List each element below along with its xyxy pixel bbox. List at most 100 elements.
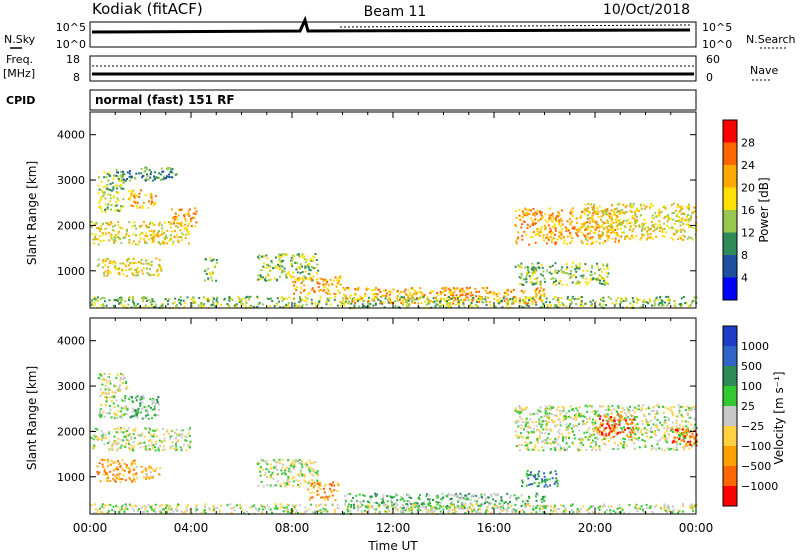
data-cell <box>266 476 268 478</box>
data-cell <box>300 272 302 274</box>
data-cell <box>421 293 423 295</box>
data-cell <box>153 436 155 438</box>
data-cell <box>125 443 127 445</box>
data-cell <box>655 425 657 427</box>
data-cell <box>185 220 187 222</box>
data-cell <box>604 436 606 438</box>
data-cell <box>210 277 212 279</box>
data-cell <box>115 269 117 271</box>
data-cell <box>406 503 408 505</box>
data-cell <box>567 236 569 238</box>
data-cell <box>606 416 608 418</box>
data-cell <box>605 226 607 228</box>
data-cell <box>359 296 361 298</box>
data-cell <box>161 228 163 230</box>
data-cell <box>631 423 633 425</box>
data-cell <box>686 216 688 218</box>
data-cell <box>560 269 562 271</box>
data-cell <box>657 440 659 442</box>
data-cell <box>449 303 451 305</box>
data-cell <box>270 298 272 300</box>
data-cell <box>535 293 537 295</box>
data-cell <box>562 406 564 408</box>
data-cell <box>594 278 596 280</box>
data-cell <box>581 300 583 302</box>
data-cell <box>181 239 183 241</box>
data-cell <box>665 422 667 424</box>
data-cell <box>467 289 469 291</box>
data-cell <box>550 448 552 450</box>
data-cell <box>361 504 363 506</box>
data-cell <box>298 253 300 255</box>
data-cell <box>298 277 300 279</box>
data-cell <box>110 197 112 199</box>
data-cell <box>629 418 631 420</box>
data-cell <box>161 304 163 306</box>
data-cell <box>572 282 574 284</box>
data-cell <box>102 503 104 505</box>
data-cell <box>564 240 566 242</box>
nave-label: Nave <box>750 64 778 77</box>
data-cell <box>519 298 521 300</box>
data-cell <box>605 281 607 283</box>
data-cell <box>105 379 107 381</box>
data-cell <box>510 291 512 293</box>
data-cell <box>138 172 140 174</box>
data-cell <box>133 478 135 480</box>
data-cell <box>584 209 586 211</box>
data-cell <box>248 296 250 298</box>
data-cell <box>145 225 147 227</box>
data-cell <box>185 213 187 215</box>
data-cell <box>287 459 289 461</box>
data-cell <box>153 401 155 403</box>
data-cell <box>605 444 607 446</box>
data-cell <box>183 300 185 302</box>
data-cell <box>317 282 319 284</box>
data-cell <box>310 504 312 506</box>
data-cell <box>286 482 288 484</box>
data-cell <box>100 207 102 209</box>
data-cell <box>648 424 650 426</box>
data-cell <box>261 481 263 483</box>
data-cell <box>96 238 98 240</box>
data-cell <box>110 272 112 274</box>
data-cell <box>532 273 534 275</box>
data-cell <box>599 415 601 417</box>
data-cell <box>105 258 107 260</box>
data-cell <box>391 504 393 506</box>
data-cell <box>152 180 154 182</box>
data-cell <box>605 427 607 429</box>
data-cell <box>126 413 128 415</box>
data-cell <box>686 224 688 226</box>
data-cell <box>574 437 576 439</box>
data-cell <box>99 374 101 376</box>
data-cell <box>542 449 544 451</box>
data-cell <box>186 506 188 508</box>
data-cell <box>387 500 389 502</box>
data-cell <box>634 220 636 222</box>
data-cell <box>461 504 463 506</box>
data-cell <box>179 229 181 231</box>
data-cell <box>643 204 645 206</box>
data-cell <box>521 505 523 507</box>
data-cell <box>687 413 689 415</box>
data-cell <box>561 266 563 268</box>
data-cell <box>103 176 105 178</box>
data-cell <box>540 433 542 435</box>
data-cell <box>619 236 621 238</box>
data-cell <box>148 431 150 433</box>
data-cell <box>373 289 375 291</box>
data-cell <box>213 506 215 508</box>
data-cell <box>569 212 571 214</box>
data-cell <box>542 237 544 239</box>
data-cell <box>216 297 218 299</box>
data-cell <box>159 505 161 507</box>
data-cell <box>114 428 116 430</box>
data-cell <box>121 478 123 480</box>
data-cell <box>487 297 489 299</box>
data-cell <box>467 293 469 295</box>
data-cell <box>139 241 141 243</box>
data-cell <box>444 290 446 292</box>
data-cell <box>117 236 119 238</box>
data-cell <box>245 305 247 307</box>
